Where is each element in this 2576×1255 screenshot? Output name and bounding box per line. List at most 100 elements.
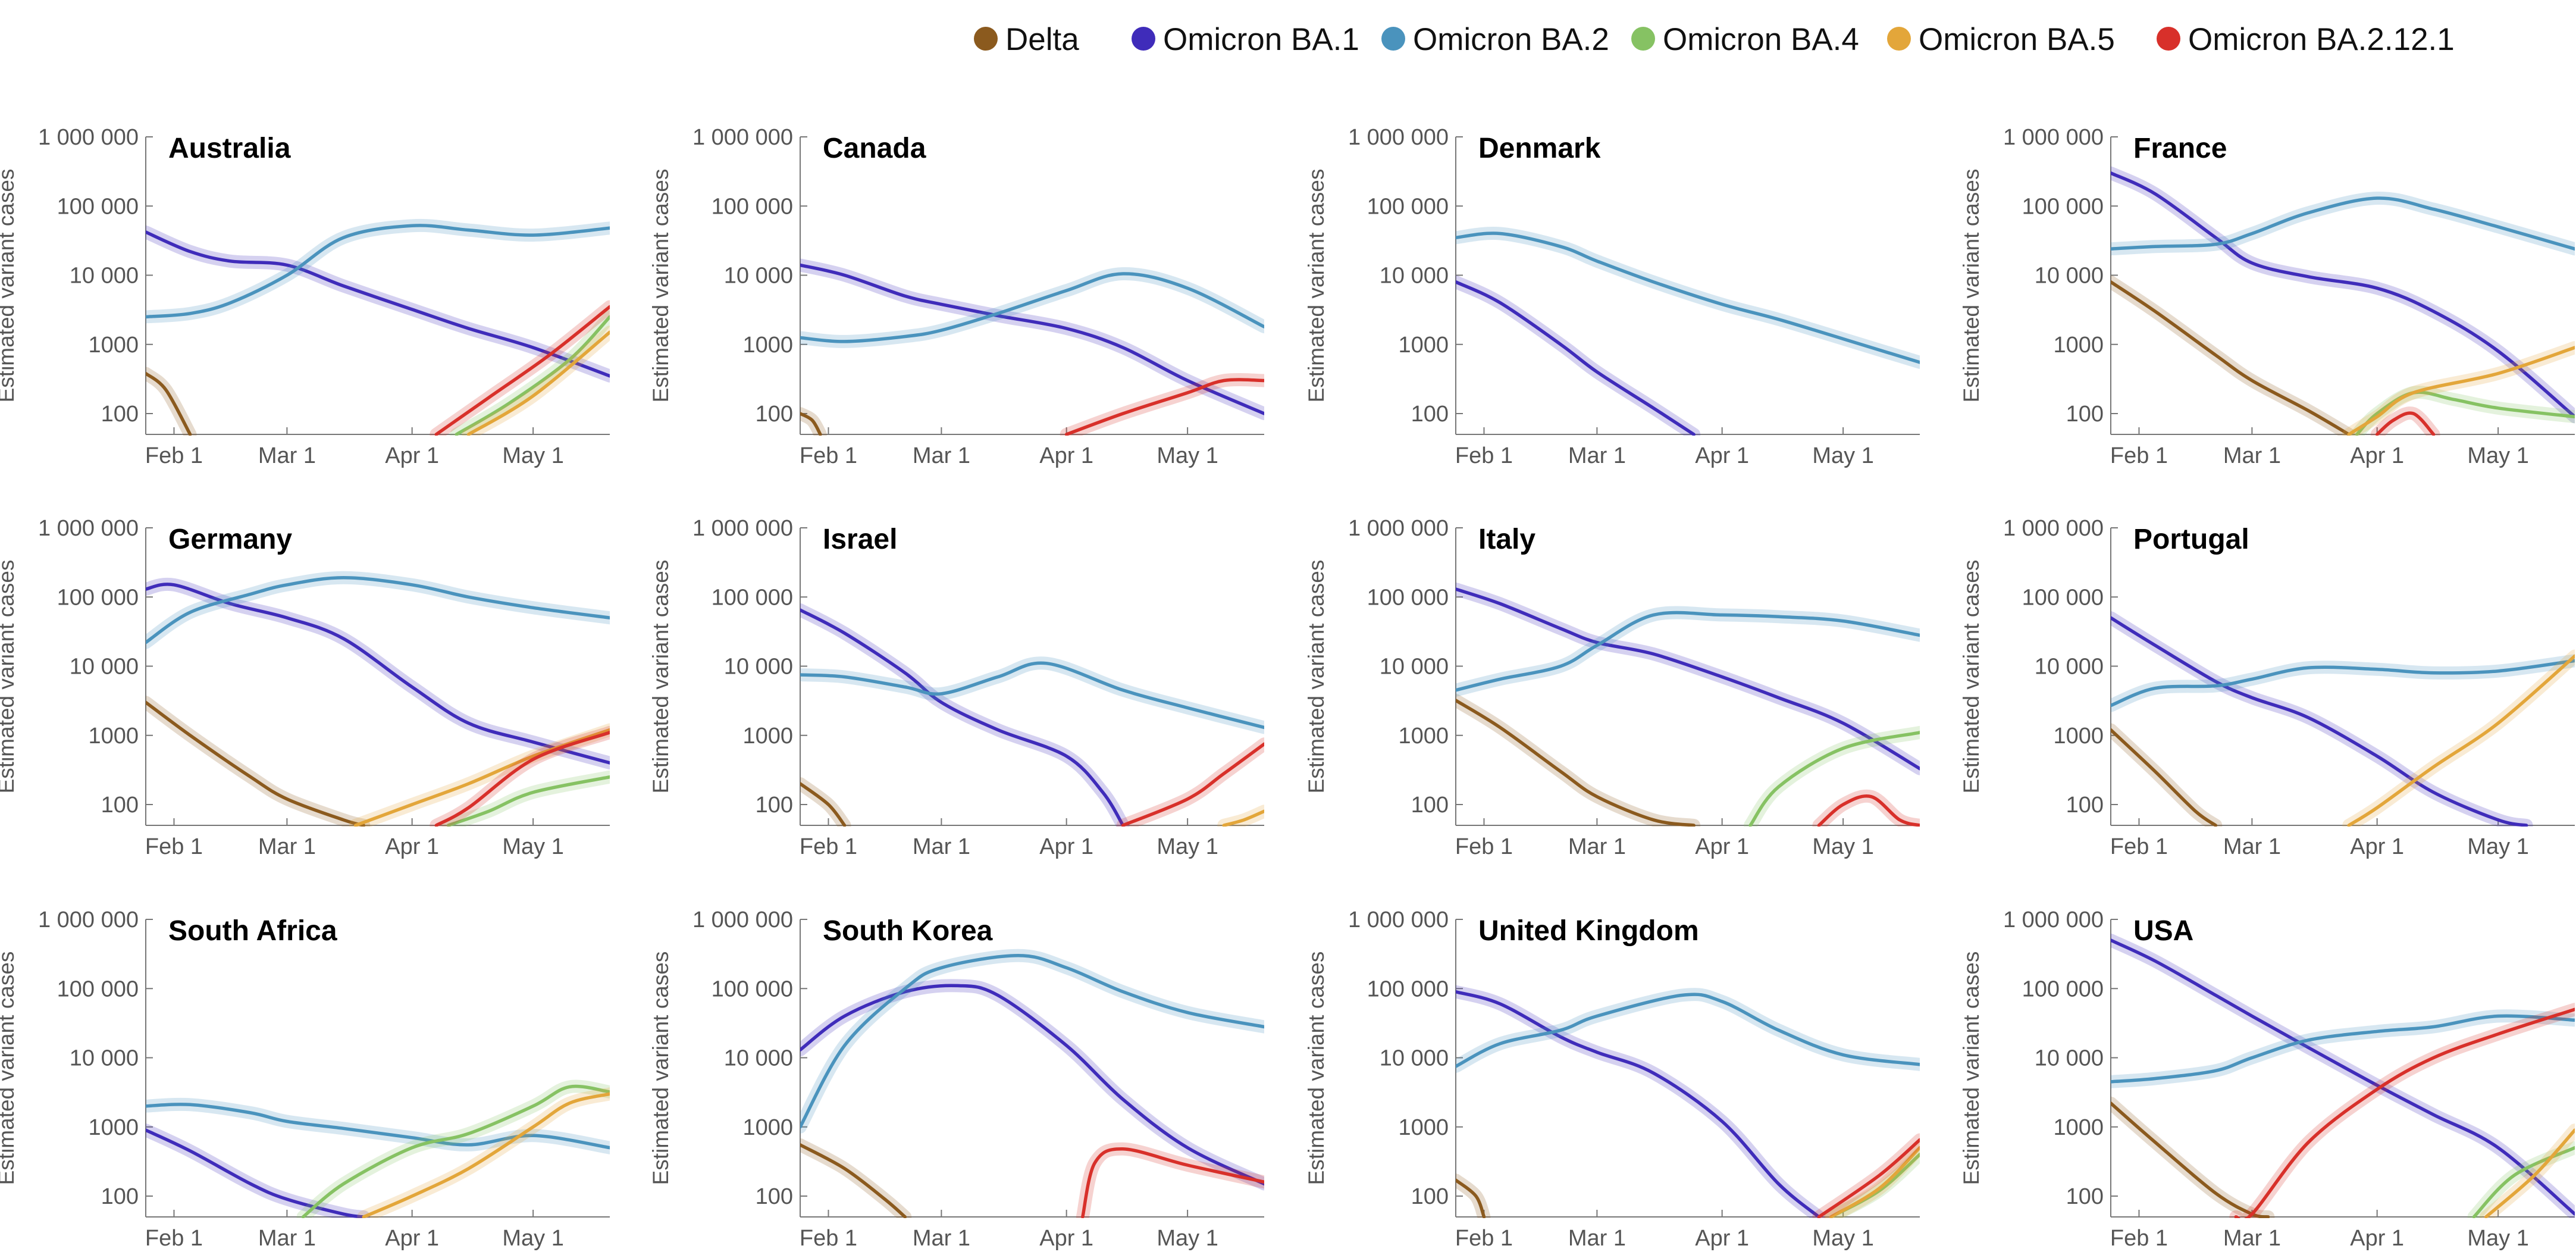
x-tick-label: Apr 1 [1039,443,1093,468]
y-tick-label: 1 000 000 [38,907,139,932]
panel-denmark: 100 1000 10 000 100 000 1 000 000 Feb 1 Mar 1 A… [1304,125,1920,468]
x-tick-label: Mar 1 [913,443,970,468]
y-tick-label: 100 000 [57,194,139,219]
series-line-omicron-ba-4 [446,775,610,827]
panel-title: Denmark [1478,133,1601,164]
series-group [800,603,1264,827]
y-axis-label: Estimated variant cases [648,952,673,1185]
series-band-omicron-ba-2-12-1 [1116,737,1264,827]
panel-title: Israel [823,524,897,555]
y-tick-label: 10 000 [2035,1046,2104,1071]
series-line-omicron-ba-2 [800,954,1264,1129]
series-band-omicron-ba-2 [800,656,1264,734]
series-group [1456,583,1920,827]
series-group [146,571,610,827]
x-tick-label: Apr 1 [2350,1226,2404,1251]
series-line-omicron-ba-1 [2111,938,2575,1216]
x-tick-label: Feb 1 [2110,1226,2168,1251]
series-band-omicron-ba-2 [800,949,1264,1134]
series-line-delta [2111,280,2351,436]
x-tick-label: May 1 [1812,834,1873,859]
legend-label: Omicron BA.2.12.1 [2188,22,2455,57]
x-tick-label: May 1 [2467,834,2528,859]
x-tick-label: Apr 1 [2350,443,2404,468]
y-axis-label: Estimated variant cases [1959,169,1983,403]
y-tick-label: 1 000 000 [2003,907,2104,932]
series-line-delta [146,371,192,436]
series-line-omicron-ba-4 [1748,731,1920,827]
x-tick-label: Apr 1 [1695,1226,1749,1251]
y-tick-label: 10 000 [1380,264,1449,289]
panel-south-africa: 100 1000 10 000 100 000 1 000 000 Feb 1 Mar 1 A… [0,907,610,1251]
y-tick-label: 100 [101,1184,139,1209]
series-line-omicron-ba-1 [800,984,1264,1186]
y-axis-label: Estimated variant cases [1304,952,1328,1185]
series-line-omicron-ba-2-12-1 [1817,794,1920,827]
legend-label: Omicron BA.4 [1663,22,1859,57]
y-tick-label: 100 [1411,1184,1449,1209]
legend-item-omicron-ba-1: Omicron BA.1 [1132,22,1359,57]
y-tick-label: 1000 [88,333,139,358]
x-tick-label: May 1 [502,1226,563,1251]
series-line-omicron-ba-5 [2347,654,2575,827]
y-tick-label: 1 000 000 [1348,125,1449,150]
legend: Delta Omicron BA.1 Omicron BA.2 Omicron BA.… [974,22,2455,57]
x-tick-label: Apr 1 [385,443,439,468]
x-tick-label: Feb 1 [800,834,857,859]
series-band-omicron-ba-1 [146,1123,371,1218]
x-tick-label: Mar 1 [913,834,970,859]
x-tick-label: Feb 1 [1455,443,1513,468]
series-line-omicron-ba-1 [2111,171,2575,419]
x-tick-label: Feb 1 [145,834,203,859]
series-line-omicron-ba-2 [2111,659,2575,708]
panel-germany: 100 1000 10 000 100 000 1 000 000 Feb 1 Mar 1 A… [0,516,610,859]
legend-item-delta: Delta [974,22,1079,57]
y-tick-label: 100 000 [1367,194,1449,219]
x-tick-label: Feb 1 [2110,443,2168,468]
x-tick-label: Feb 1 [1455,834,1513,859]
series-line-omicron-ba-4 [2472,1146,2575,1218]
series-line-delta [2111,1101,2270,1218]
series-line-omicron-ba-5 [2484,1128,2575,1218]
series-line-delta [800,412,822,436]
series-group [2111,611,2575,827]
y-tick-label: 100 000 [712,194,793,219]
x-tick-label: Mar 1 [2223,1226,2281,1251]
y-tick-label: 10 000 [2035,655,2104,680]
x-tick-label: May 1 [2467,1226,2528,1251]
series-group [146,218,610,436]
x-tick-label: May 1 [502,443,563,468]
y-tick-label: 1000 [2053,724,2104,749]
y-tick-label: 100 [2066,1184,2104,1209]
y-axis-label: Estimated variant cases [648,169,673,403]
y-tick-label: 100 000 [712,585,793,610]
y-tick-label: 1000 [742,333,793,358]
series-line-delta [800,782,847,827]
x-tick-label: Feb 1 [1455,1226,1513,1251]
y-axis-label: Estimated variant cases [0,952,18,1185]
series-line-omicron-ba-2 [2111,196,2575,251]
series-band-delta [146,367,197,436]
y-tick-label: 1 000 000 [38,516,139,541]
legend-marker-omicron-ba-2 [1381,27,1405,51]
y-tick-label: 1 000 000 [1348,516,1449,541]
x-tick-label: Mar 1 [2223,834,2281,859]
x-tick-label: Feb 1 [800,1226,857,1251]
legend-item-omicron-ba-2: Omicron BA.2 [1381,22,1609,57]
y-tick-label: 1 000 000 [692,125,793,150]
y-tick-label: 100 000 [57,977,139,1002]
y-tick-label: 1000 [1398,333,1449,358]
series-line-omicron-ba-1 [800,263,1264,415]
x-tick-label: Mar 1 [1568,834,1626,859]
x-tick-label: May 1 [1157,443,1218,468]
y-tick-label: 1 000 000 [1348,907,1449,932]
y-tick-label: 100 [756,402,793,427]
x-tick-label: May 1 [1812,443,1873,468]
legend-label: Omicron BA.2 [1413,22,1609,57]
x-tick-label: Feb 1 [2110,834,2168,859]
series-line-omicron-ba-2 [146,1103,610,1150]
legend-marker-omicron-ba-4 [1631,27,1655,51]
panel-title: Germany [168,524,292,555]
series-line-omicron-ba-2-12-1 [434,731,610,827]
legend-item-omicron-ba-2-12-1: Omicron BA.2.12.1 [2157,22,2455,57]
